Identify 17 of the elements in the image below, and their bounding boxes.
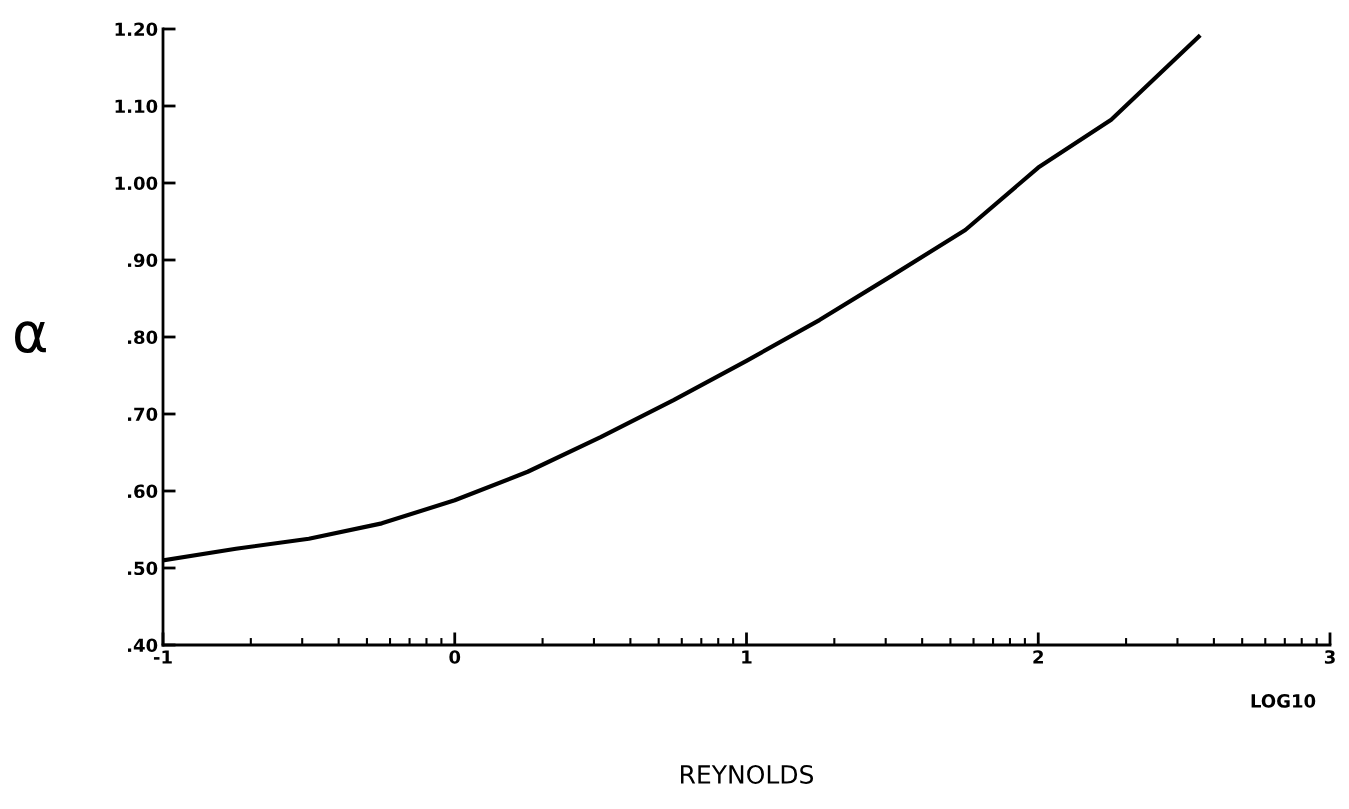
y-tick-label: .80 bbox=[128, 330, 158, 345]
x-tick-label: -1 bbox=[153, 650, 172, 664]
y-tick-label: .50 bbox=[128, 561, 158, 576]
y-tick-label: .60 bbox=[128, 484, 158, 499]
y-tick-label: .90 bbox=[128, 253, 158, 268]
x-tick-label: 1 bbox=[742, 650, 752, 664]
y-tick-label: 1.20 bbox=[115, 22, 158, 37]
x-tick-label: 3 bbox=[1324, 650, 1335, 664]
x-tick-label: 2 bbox=[1033, 650, 1043, 664]
y-tick-label: .40 bbox=[128, 638, 158, 653]
text: LOG10 bbox=[1251, 694, 1316, 708]
y-tick-label: 1.00 bbox=[115, 176, 158, 191]
x-axis-title: REYNOLDS bbox=[681, 765, 814, 784]
x-tick-label: 0 bbox=[449, 650, 461, 664]
y-tick-label: 1.10 bbox=[115, 99, 158, 114]
y-axis-title: α bbox=[15, 321, 46, 354]
y-tick-label: .70 bbox=[128, 407, 158, 422]
